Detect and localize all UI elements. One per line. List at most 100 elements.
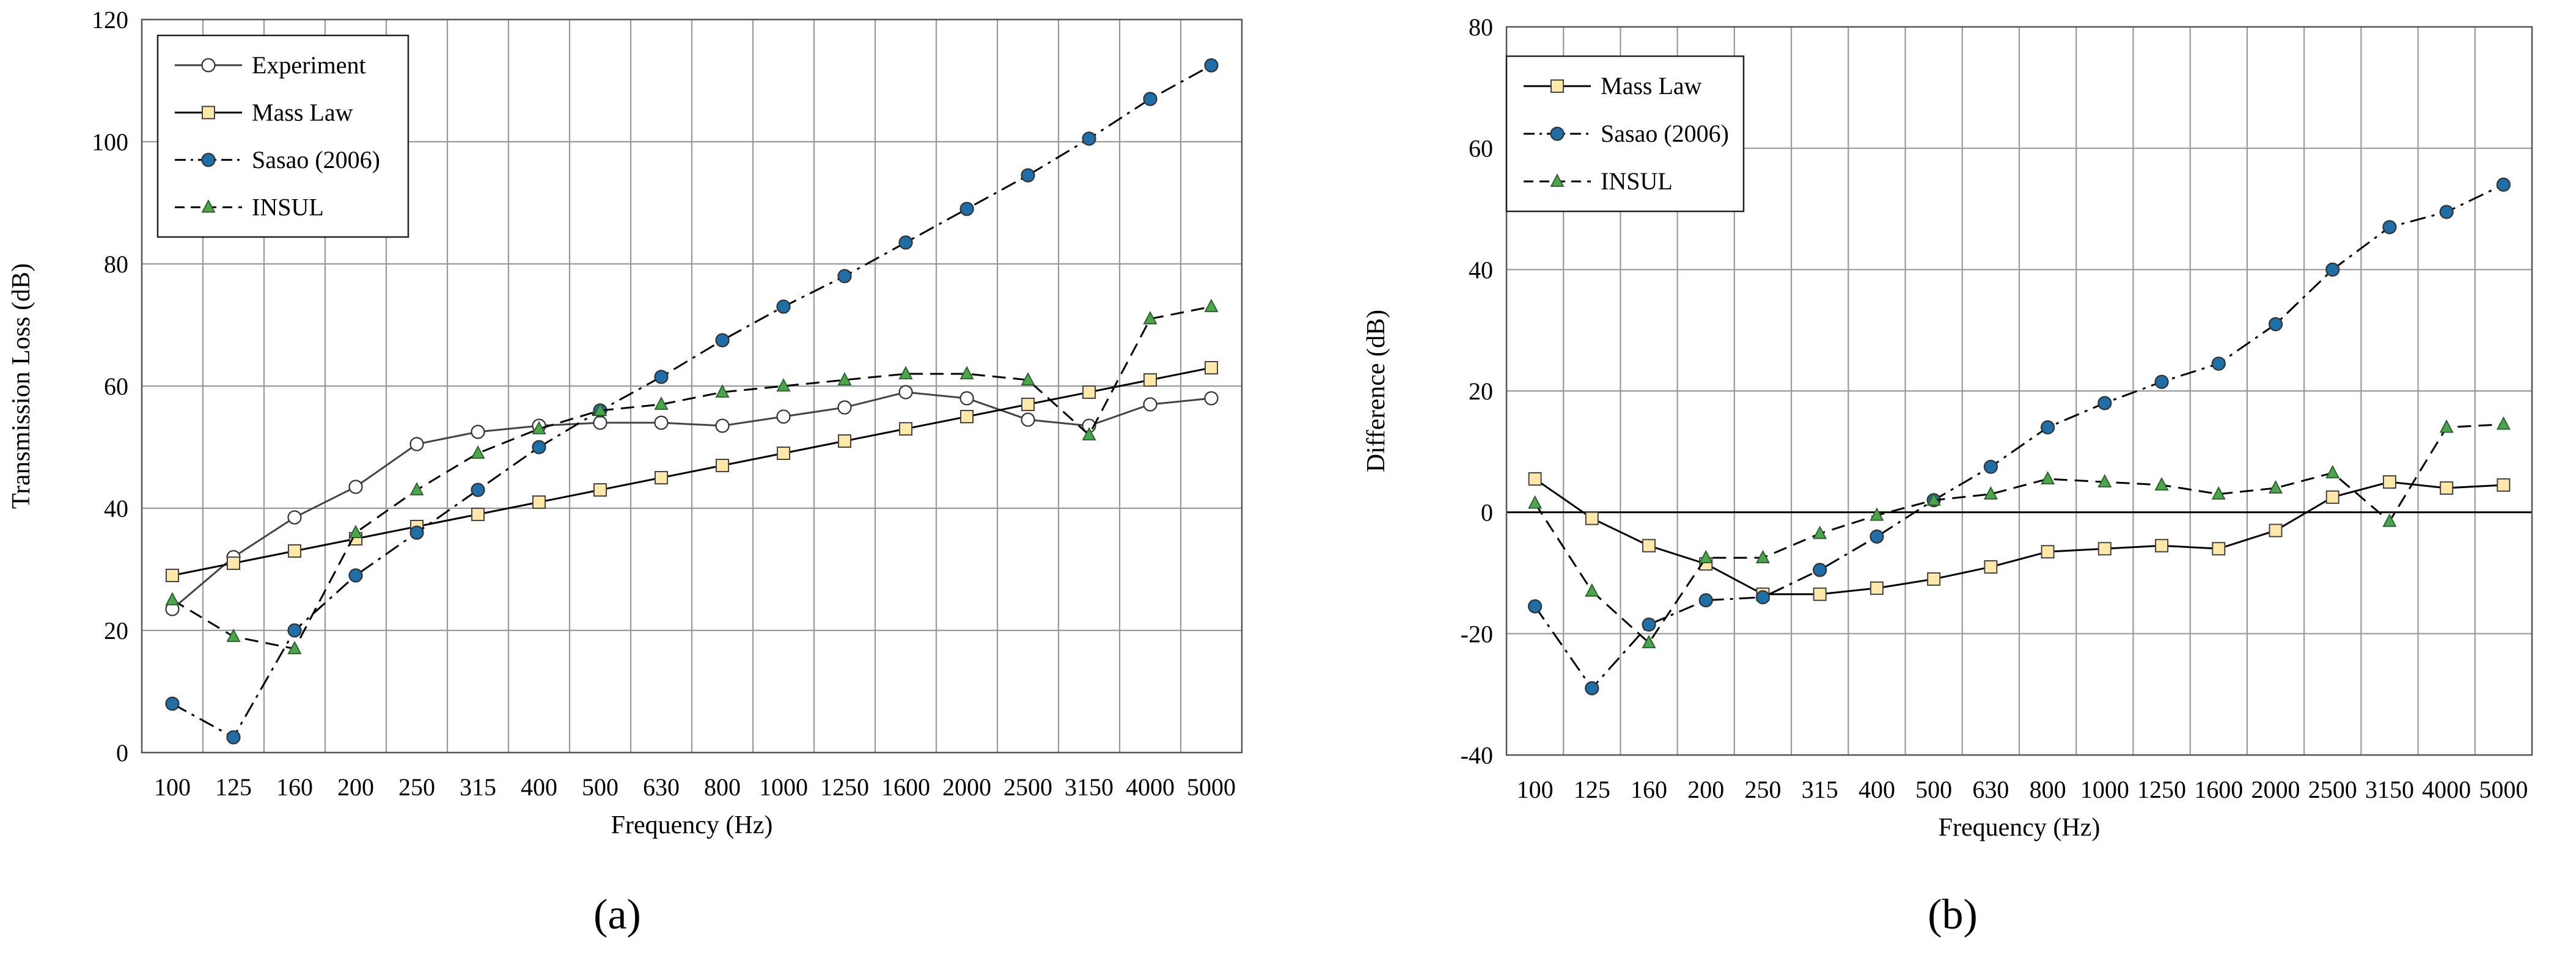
data-point — [1983, 486, 1998, 500]
data-point — [960, 391, 974, 406]
x-tick-label: 800 — [2030, 776, 2066, 803]
legend-box — [156, 34, 409, 238]
data-point — [2382, 475, 2396, 489]
data-point — [1143, 92, 1158, 106]
data-point — [1813, 587, 1827, 601]
data-point — [2212, 542, 2226, 556]
data-point — [2041, 545, 2055, 559]
data-point — [2097, 474, 2112, 487]
data-point — [655, 471, 668, 484]
y-tick-label: 20 — [104, 617, 128, 644]
x-tick-label: 2000 — [942, 773, 991, 801]
data-point — [1204, 391, 1219, 406]
data-point — [1143, 397, 1158, 412]
data-point — [1585, 681, 1599, 696]
data-point — [2211, 486, 2226, 500]
data-point — [1698, 593, 1713, 608]
x-tick-label: 2500 — [1004, 773, 1052, 801]
legend-marker — [1550, 126, 1565, 141]
data-point — [2325, 490, 2339, 504]
y-tick-label: -40 — [1461, 742, 1493, 769]
panel-label: (a) — [593, 891, 641, 938]
data-point — [2440, 481, 2454, 495]
data-point — [165, 696, 180, 711]
x-tick-label: 4000 — [2422, 776, 2471, 803]
data-point — [1528, 599, 1543, 614]
data-point — [1642, 635, 1656, 649]
x-tick-label: 5000 — [2479, 776, 2528, 803]
data-point — [654, 415, 669, 430]
data-point — [776, 409, 791, 424]
data-point — [1585, 583, 1599, 597]
data-point — [1021, 372, 1035, 385]
legend-marker — [201, 199, 216, 213]
y-tick-label: 20 — [1469, 378, 1493, 405]
x-tick-label: 125 — [215, 773, 252, 801]
series-line — [172, 367, 1212, 577]
data-point — [960, 410, 974, 423]
x-tick-label: 100 — [1517, 776, 1554, 803]
data-point — [226, 629, 241, 642]
legend-label: INSUL — [1601, 167, 1673, 195]
data-point — [2439, 419, 2454, 433]
x-axis-label: Frequency (Hz) — [1939, 814, 2101, 842]
x-tick-label: 500 — [1915, 776, 1952, 803]
data-point — [1143, 373, 1157, 387]
x-tick-label: 1250 — [2137, 776, 2186, 803]
data-point — [1813, 563, 1827, 577]
x-tick-label: 630 — [1972, 776, 2009, 803]
data-point — [1870, 529, 1884, 544]
data-point — [2154, 374, 2169, 389]
legend-marker — [1550, 79, 1564, 93]
data-point — [348, 480, 363, 494]
x-tick-label: 315 — [1802, 776, 1838, 803]
x-tick-label: 2500 — [2308, 776, 2357, 803]
data-point — [471, 483, 485, 497]
x-tick-label: 315 — [460, 773, 496, 801]
data-point — [166, 569, 179, 582]
y-tick-label: -20 — [1461, 620, 1493, 648]
data-point — [1698, 550, 1713, 564]
data-point — [532, 421, 546, 434]
x-tick-label: 160 — [276, 773, 313, 801]
data-point — [654, 370, 669, 384]
data-point — [1021, 398, 1035, 411]
y-tick-label: 80 — [104, 250, 128, 278]
legend-marker — [201, 153, 216, 167]
y-tick-label: 40 — [1469, 256, 1493, 283]
data-point — [960, 366, 974, 379]
data-point — [2269, 480, 2283, 494]
data-point — [715, 384, 730, 398]
y-tick-label: 60 — [1469, 135, 1493, 162]
y-tick-label: 60 — [104, 373, 128, 400]
chart-b: -40 -20 0 20 40 60 80 100 125 160 200 250 315 400 500 6… — [1362, 13, 2533, 842]
legend-label: INSUL — [252, 193, 324, 221]
data-point — [2325, 465, 2340, 478]
x-tick-label: 500 — [582, 773, 618, 801]
data-point — [1870, 507, 1884, 521]
x-tick-label: 2000 — [2251, 776, 2300, 803]
data-point — [1205, 361, 1218, 374]
data-point — [715, 333, 730, 348]
x-tick-label: 200 — [1687, 776, 1724, 803]
data-point — [837, 400, 852, 415]
legend-label: Sasao (2006) — [1601, 120, 1729, 147]
y-tick-label: 0 — [1481, 499, 1493, 527]
x-tick-label: 400 — [521, 773, 557, 801]
data-point — [2097, 542, 2112, 556]
data-point — [1585, 511, 1599, 525]
data-point — [532, 440, 546, 454]
data-point — [2268, 317, 2283, 332]
data-point — [837, 269, 852, 283]
x-tick-label: 4000 — [1126, 773, 1175, 801]
data-point — [898, 235, 913, 250]
data-point — [776, 299, 791, 314]
x-tick-label: 800 — [704, 773, 741, 801]
series-insul — [1528, 416, 2511, 649]
legend-marker — [1550, 173, 1565, 187]
data-point — [777, 447, 790, 460]
x-axis-label: Frequency (Hz) — [611, 811, 773, 839]
data-point — [1870, 581, 1884, 595]
data-point — [1642, 617, 1656, 632]
